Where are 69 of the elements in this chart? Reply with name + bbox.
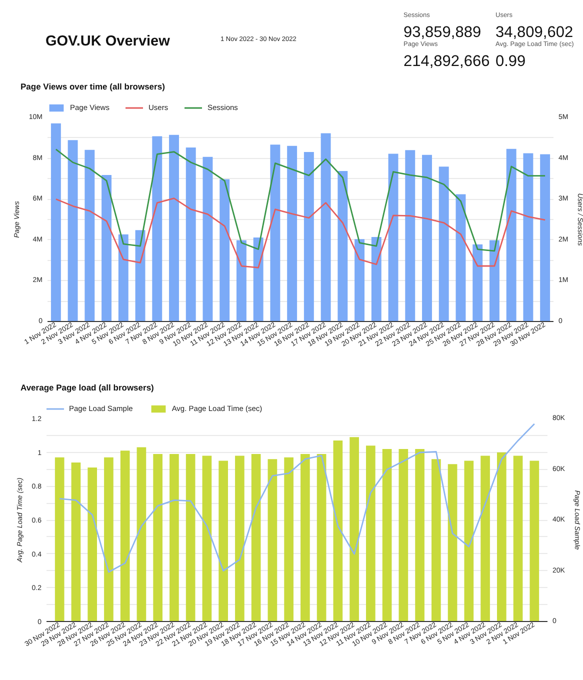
- bar: [284, 457, 294, 622]
- bar: [104, 457, 114, 622]
- bar: [118, 234, 128, 322]
- bar: [320, 133, 331, 322]
- bar: [84, 150, 95, 322]
- bar: [202, 156, 213, 322]
- text: 34,809,602: [496, 24, 574, 41]
- bar: [398, 448, 408, 622]
- bar: [170, 454, 179, 622]
- bar: [287, 146, 298, 322]
- bar: [530, 460, 540, 622]
- bar: [354, 239, 365, 322]
- bar: [304, 152, 314, 322]
- bar: [333, 440, 343, 622]
- bar: [220, 179, 230, 322]
- bar: [186, 147, 196, 322]
- bar: [382, 448, 392, 622]
- bar: [464, 460, 474, 622]
- bar: [513, 456, 523, 622]
- bar: [218, 460, 228, 622]
- bar: [300, 454, 310, 622]
- bar: [270, 144, 280, 322]
- bar: [415, 448, 424, 622]
- text: GOV.UK Overview: [46, 34, 171, 50]
- bar: [186, 454, 196, 622]
- bar: [496, 452, 506, 622]
- text: 93,859,889: [404, 24, 482, 41]
- bar: [50, 123, 61, 322]
- bar: [350, 437, 359, 622]
- bar: [68, 140, 78, 322]
- bar: [540, 154, 550, 322]
- bar: [251, 454, 261, 622]
- text: 0.99: [496, 53, 526, 70]
- bar: [102, 175, 112, 322]
- bar: [448, 464, 458, 622]
- bar: [88, 468, 98, 622]
- bar: [456, 194, 466, 322]
- bar: [54, 457, 64, 622]
- bar: [152, 136, 162, 322]
- chart-title: Page Views over time (all browsers): [20, 82, 166, 92]
- bar: [422, 154, 432, 322]
- bar: [366, 446, 376, 622]
- bar: [235, 456, 244, 622]
- bar: [432, 459, 441, 622]
- bar: [480, 456, 490, 622]
- bar: [120, 450, 130, 622]
- bar: [136, 447, 146, 622]
- bar: [338, 170, 348, 322]
- bar: [472, 244, 483, 322]
- bar: [236, 240, 246, 322]
- line-series: [55, 148, 546, 252]
- bar: [316, 454, 326, 622]
- bar: [71, 462, 81, 622]
- bar: [253, 237, 264, 322]
- line-series: [58, 423, 536, 573]
- bar: [405, 150, 416, 322]
- bar: [371, 237, 382, 322]
- bar: [153, 454, 162, 622]
- bar: [506, 148, 516, 322]
- chart-title: Average Page load (all browsers): [20, 382, 154, 392]
- bar: [388, 154, 398, 322]
- bar: [169, 134, 179, 322]
- bar: [438, 166, 449, 322]
- line-series: [55, 198, 546, 268]
- bar: [523, 153, 534, 322]
- text: 214,892,666: [404, 53, 490, 70]
- bar: [489, 240, 500, 322]
- bar: [202, 456, 212, 622]
- bar: [268, 459, 278, 622]
